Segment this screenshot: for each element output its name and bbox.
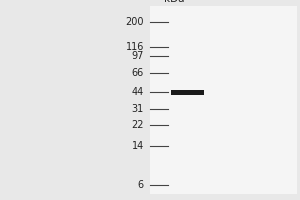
Text: 66: 66 <box>132 68 144 78</box>
Text: 14: 14 <box>132 141 144 151</box>
Text: 6: 6 <box>138 180 144 190</box>
Text: 97: 97 <box>132 51 144 61</box>
Text: 22: 22 <box>131 120 144 130</box>
Text: 116: 116 <box>126 42 144 52</box>
Text: kDa: kDa <box>164 0 184 4</box>
Text: 200: 200 <box>125 17 144 27</box>
Bar <box>171 90 204 95</box>
Text: 31: 31 <box>132 104 144 114</box>
Text: 44: 44 <box>132 87 144 97</box>
Bar <box>150 6 297 194</box>
